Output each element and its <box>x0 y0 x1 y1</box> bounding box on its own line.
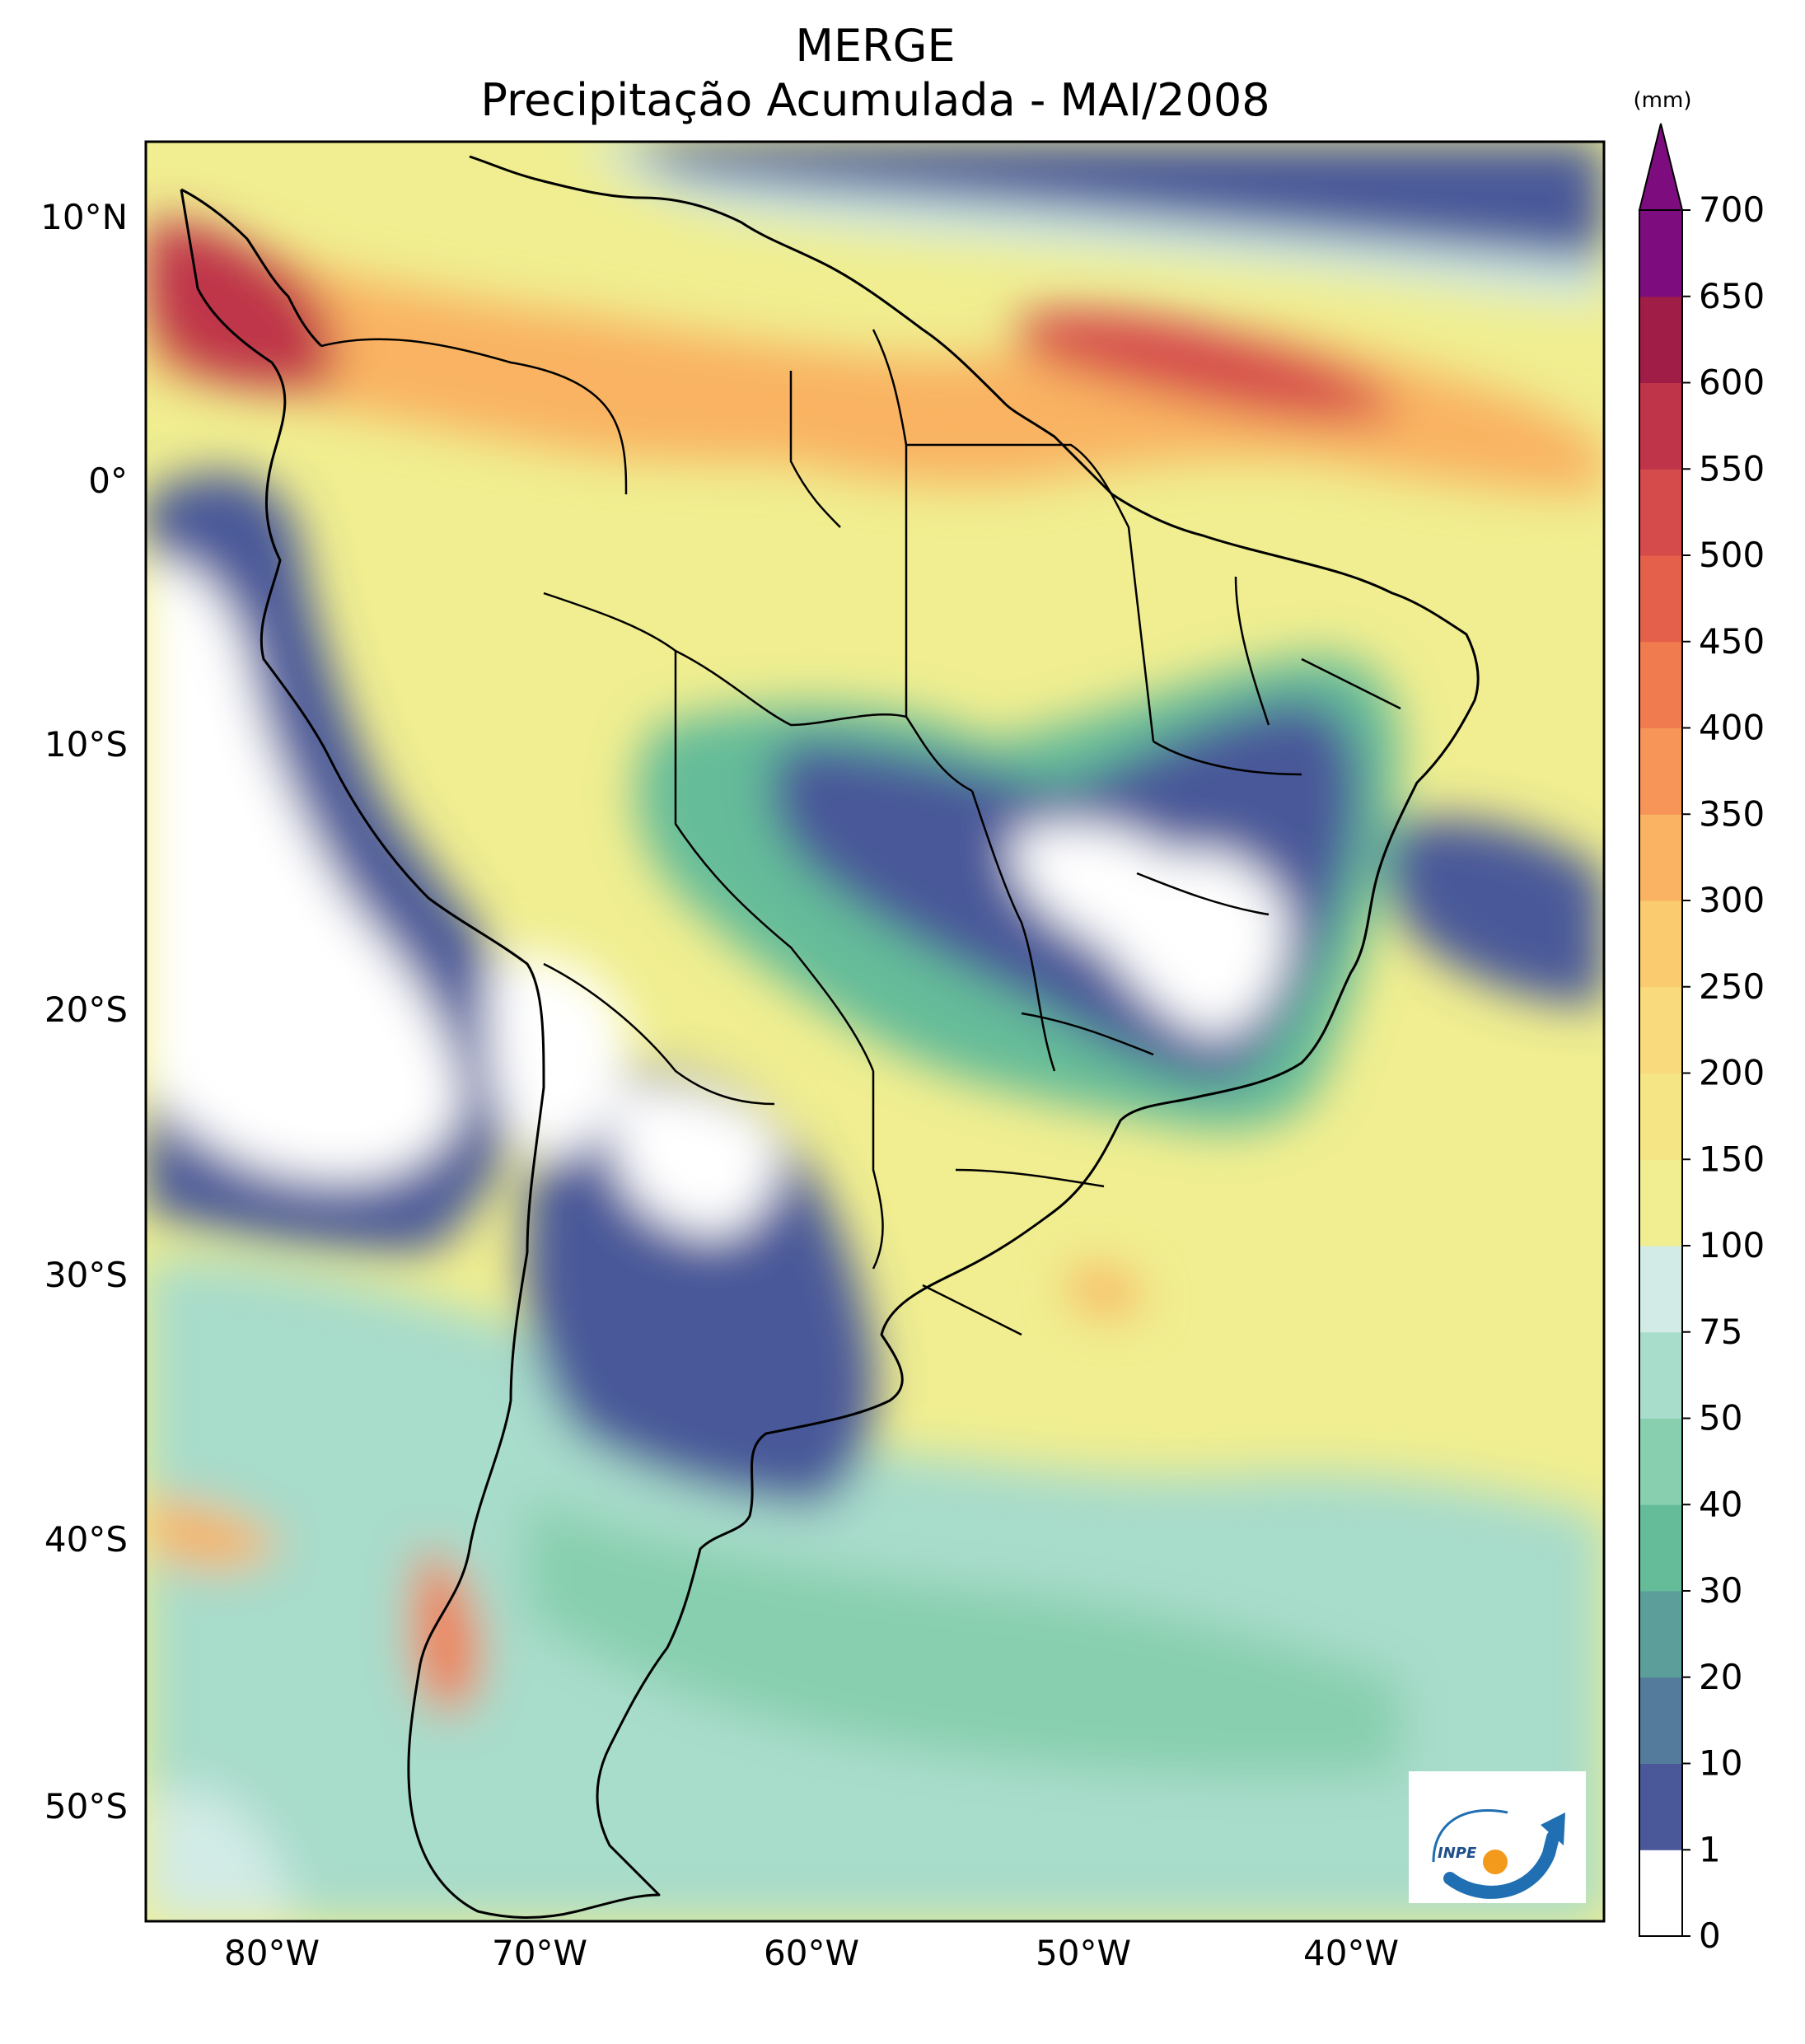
country-borders <box>320 329 1401 1336</box>
colorbar-segment <box>1639 986 1682 1073</box>
colorbar-segment <box>1639 1504 1682 1592</box>
colorbar-segment <box>1639 1763 1682 1850</box>
lat-label: 0° <box>88 461 128 501</box>
lon-label: 70°W <box>492 1933 587 1973</box>
longitude-labels: 80°W 70°W 60°W 50°W 40°W <box>224 1933 1399 1973</box>
colorbar-tick-label: 650 <box>1699 276 1765 316</box>
colorbar-tick-label: 500 <box>1699 535 1765 575</box>
colorbar-tick-label: 550 <box>1699 448 1765 489</box>
colorbar-tick-label: 1 <box>1699 1829 1721 1869</box>
colorbar: 0 1 10 20 30 40 50 75 100 150 200 250 300 350 400 450 50… <box>1638 123 1765 1956</box>
inpe-logo-text: INPE <box>1438 1845 1477 1862</box>
colorbar-segment <box>1639 555 1682 643</box>
lon-label: 50°W <box>1036 1933 1131 1973</box>
colorbar-segment <box>1639 641 1682 728</box>
colorbar-segment <box>1639 1418 1682 1505</box>
inpe-logo-icon <box>1432 1809 1565 1899</box>
lat-label: 10°S <box>44 724 128 765</box>
lat-label: 30°S <box>44 1255 128 1295</box>
colorbar-tick-label: 75 <box>1699 1312 1742 1352</box>
lat-label: 40°S <box>44 1519 128 1560</box>
colorbar-segment <box>1639 210 1682 297</box>
colorbar-segment <box>1639 1331 1682 1419</box>
colorbar-segment <box>1639 1677 1682 1764</box>
colorbar-tick-label: 600 <box>1699 362 1765 403</box>
colorbar-tick-label: 200 <box>1699 1053 1765 1093</box>
colorbar-segment <box>1639 382 1682 470</box>
colorbar-segment <box>1639 814 1682 901</box>
lat-label: 20°S <box>44 989 128 1030</box>
colorbar-segment <box>1639 1159 1682 1247</box>
colorbar-segment <box>1639 727 1682 815</box>
colorbar-tick-label: 150 <box>1699 1139 1765 1179</box>
lat-label: 10°N <box>40 197 128 237</box>
colorbar-tick-label: 50 <box>1699 1398 1742 1438</box>
colorbar-segment <box>1639 1850 1682 1937</box>
colorbar-tick-label: 0 <box>1699 1915 1721 1956</box>
colorbar-tick-label: 20 <box>1699 1657 1742 1697</box>
precipitation-field <box>146 142 1604 1921</box>
lon-label: 60°W <box>764 1933 859 1973</box>
colorbar-tick-label: 300 <box>1699 880 1765 920</box>
colorbar-segment <box>1639 900 1682 988</box>
inpe-logo: INPE <box>1409 1771 1586 1903</box>
colorbar-segment <box>1639 1246 1682 1333</box>
map-title: MERGE <box>795 20 956 72</box>
colorbar-tick-label: 350 <box>1699 793 1765 834</box>
lat-label: 50°S <box>44 1786 128 1827</box>
colorbar-segment <box>1639 296 1682 383</box>
colorbar-tick-label: 450 <box>1699 621 1765 662</box>
colorbar-tick-label: 30 <box>1699 1570 1742 1611</box>
latitude-labels: 10°N 0° 10°S 20°S 30°S 40°S 50°S <box>40 197 128 1827</box>
colorbar-tick-label: 400 <box>1699 708 1765 748</box>
map-frame <box>144 140 1606 1923</box>
colorbar-segment <box>1639 469 1682 556</box>
colorbar-extension <box>1638 123 1684 211</box>
coastline <box>180 155 1480 1919</box>
colorbar-tick-label: 10 <box>1699 1743 1742 1784</box>
colorbar-unit: (mm) <box>1634 88 1692 113</box>
lon-label: 40°W <box>1303 1933 1399 1973</box>
colorbar-tick-label: 40 <box>1699 1484 1742 1524</box>
colorbar-segment <box>1639 1073 1682 1160</box>
colorbar-tick-label: 700 <box>1699 189 1765 230</box>
colorbar-segment <box>1639 1591 1682 1678</box>
colorbar-tick-label: 100 <box>1699 1225 1765 1265</box>
map-subtitle: Precipitação Acumulada - MAI/2008 <box>480 74 1270 126</box>
colorbar-tick-label: 250 <box>1699 966 1765 1007</box>
lon-label: 80°W <box>224 1933 320 1973</box>
